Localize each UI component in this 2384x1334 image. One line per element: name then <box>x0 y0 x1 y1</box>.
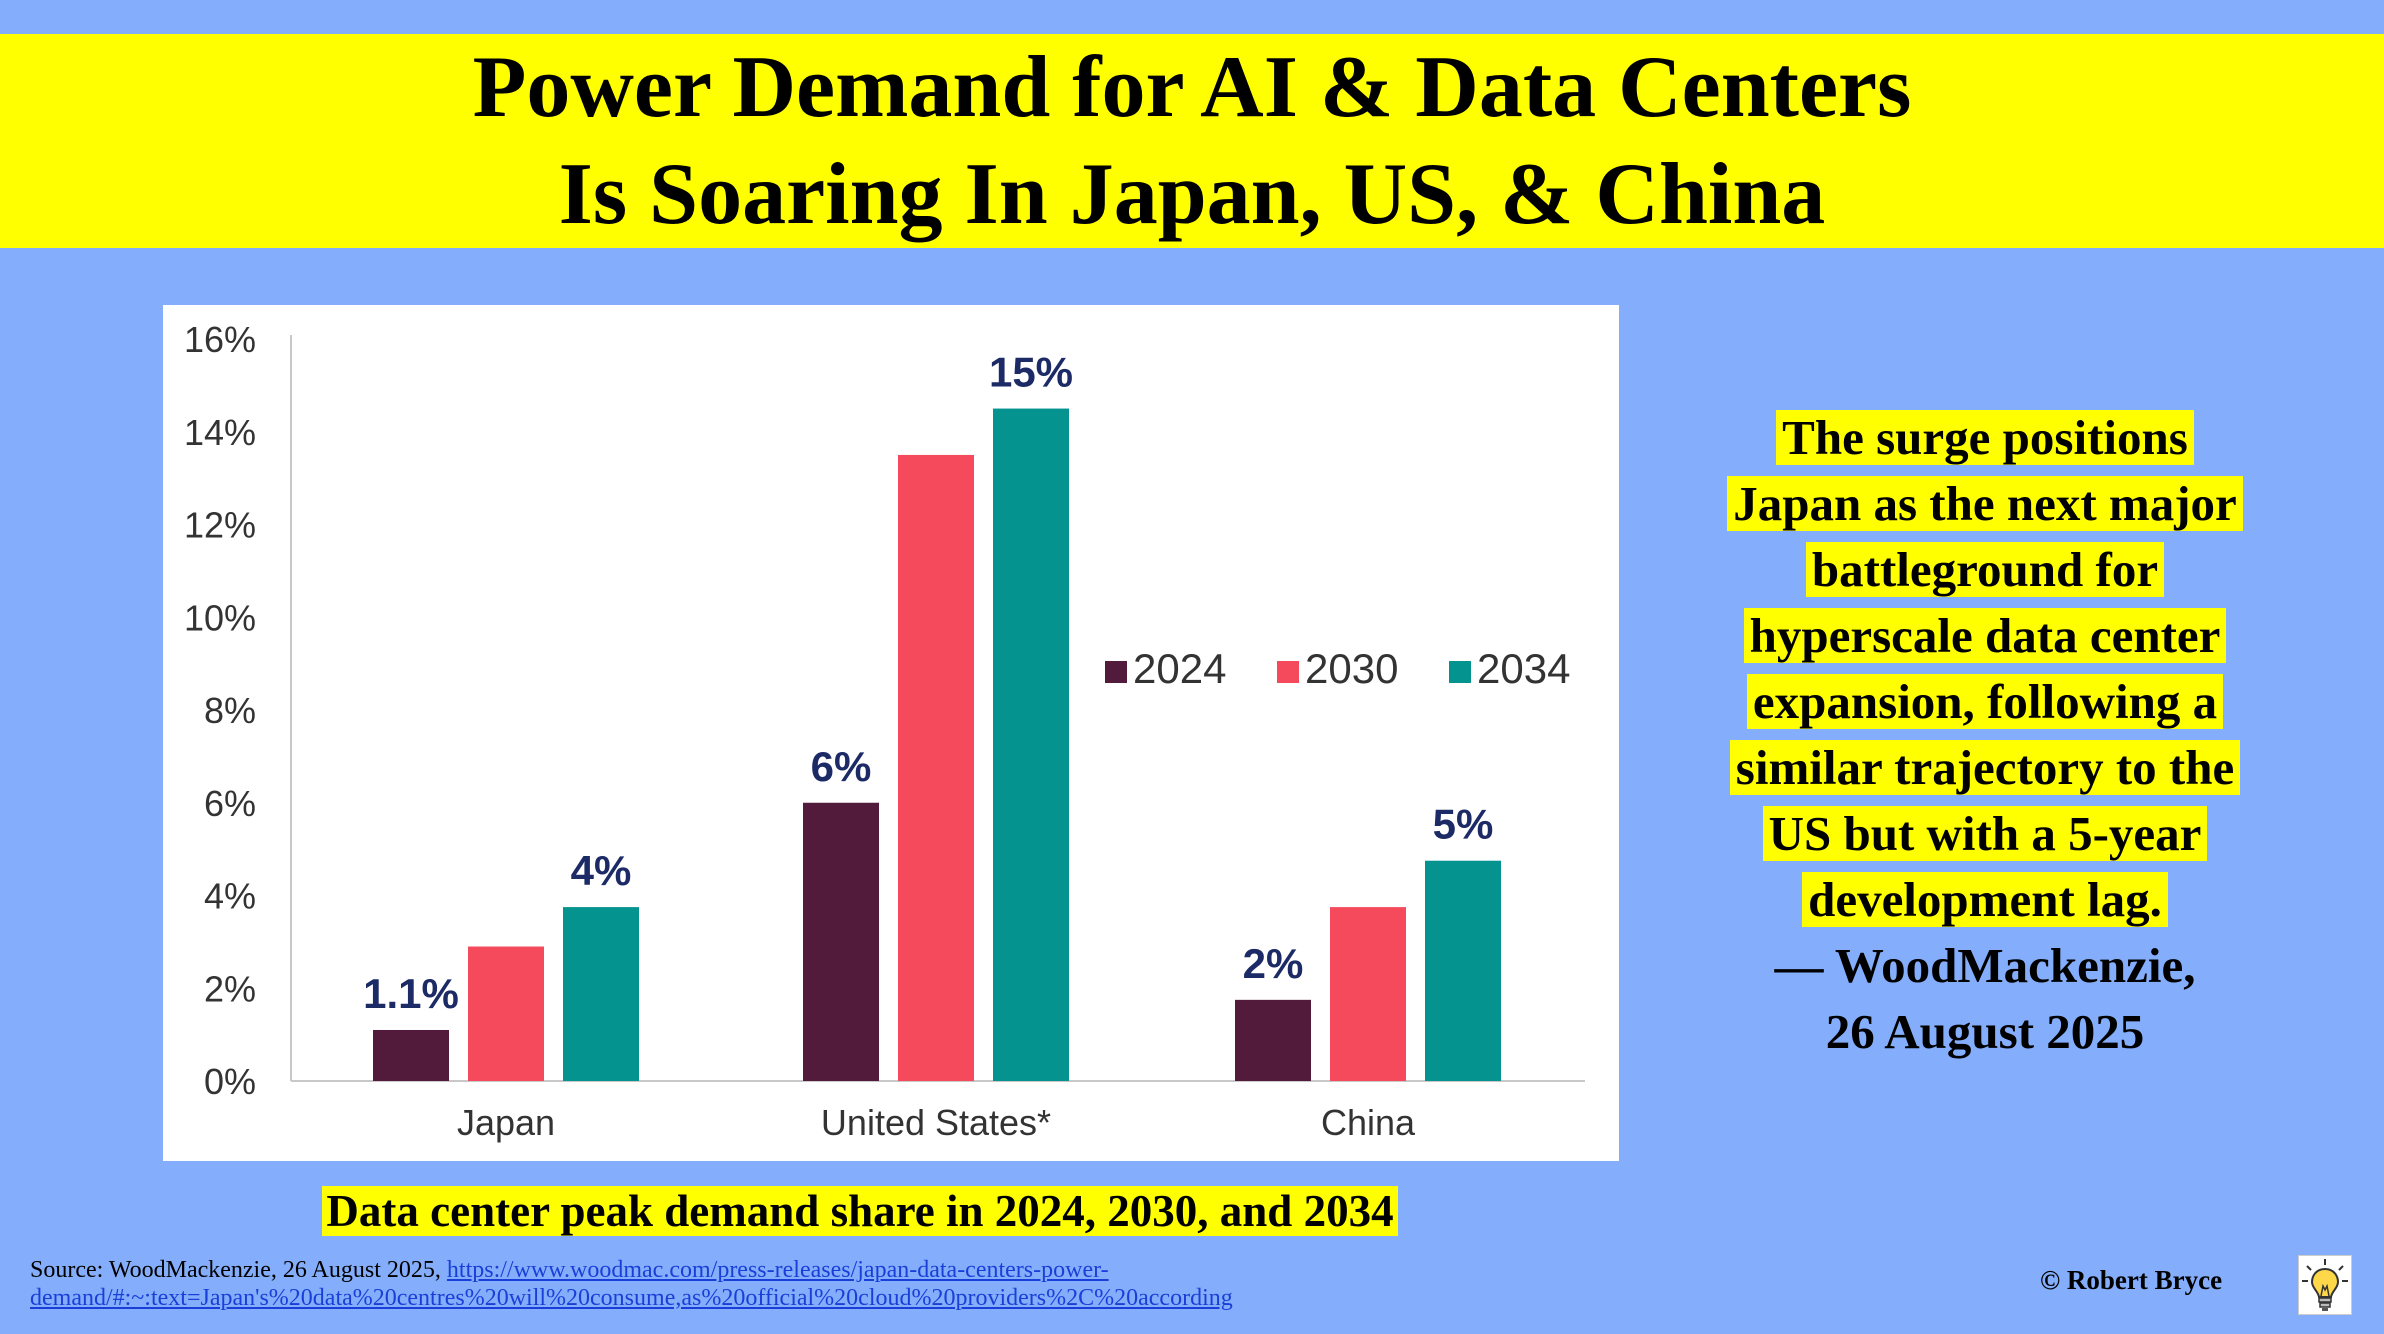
quote-line: development lag. <box>1802 872 2168 927</box>
y-tick-label: 12% <box>184 505 256 546</box>
quote-line: US but with a 5-year <box>1762 806 2208 861</box>
y-tick-label: 2% <box>204 968 256 1009</box>
title-line-2: Is Soaring In Japan, US, & China <box>554 146 1830 243</box>
legend-label: 2030 <box>1305 645 1398 692</box>
y-tick-label: 8% <box>204 690 256 731</box>
legend-swatch <box>1277 661 1299 683</box>
bar-2030 <box>468 946 544 1081</box>
data-label: 4% <box>571 847 632 894</box>
legend-swatch <box>1105 661 1127 683</box>
title-line-1: Power Demand for AI & Data Centers <box>468 39 1916 136</box>
data-label: 5% <box>1433 801 1494 848</box>
quote-block: The surge positions Japan as the next ma… <box>1665 405 2305 1065</box>
data-label: 2% <box>1243 940 1304 987</box>
x-category-label: United States* <box>821 1102 1051 1143</box>
slide-title: Power Demand for AI & Data Centers Is So… <box>0 34 2384 248</box>
source-url-line-1: https://www.woodmac.com/press-releases/j… <box>446 1257 1109 1283</box>
lightbulb-icon <box>2298 1255 2352 1315</box>
bar-2030 <box>1330 907 1406 1081</box>
source-url-line-2: demand/#:~:text=Japan's%20data%20centres… <box>30 1285 1233 1311</box>
data-label: 15% <box>989 349 1073 396</box>
y-tick-label: 4% <box>204 876 256 917</box>
quote-line: Japan as the next major <box>1727 476 2243 531</box>
copyright-notice: © Robert Bryce <box>2040 1265 2223 1295</box>
y-tick-label: 14% <box>184 412 256 453</box>
quote-text: The surge positions Japan as the next ma… <box>1665 405 2305 933</box>
source-note: Source: WoodMackenzie, 26 August 2025, h… <box>30 1256 1430 1312</box>
quote-line: similar trajectory to the <box>1729 740 2241 795</box>
quote-line: expansion, following a <box>1746 674 2224 729</box>
chart-panel: 0% 2% 4% 6% 8% 10% 12% 14% 16% Japan United States… <box>163 305 1619 1161</box>
y-tick-label: 16% <box>184 319 256 360</box>
y-tick-label: 0% <box>204 1061 256 1102</box>
y-tick-label: 10% <box>184 597 256 638</box>
quote-line: hyperscale data center <box>1743 608 2227 663</box>
quote-attribution-line-2: 26 August 2025 <box>1825 1004 2145 1059</box>
bar-2034 <box>1425 860 1501 1081</box>
legend-label: 2034 <box>1477 645 1570 692</box>
quote-line: battleground for <box>1805 542 2165 597</box>
x-category-label: China <box>1321 1102 1416 1143</box>
data-label: 1.1% <box>363 970 459 1017</box>
bar-2030 <box>898 454 974 1081</box>
bar-2034 <box>993 408 1069 1081</box>
quote-attribution-line-1: — WoodMackenzie, <box>1774 938 2196 993</box>
quote-line: The surge positions <box>1776 410 2194 465</box>
bar-2024 <box>803 802 879 1081</box>
data-label: 6% <box>811 743 872 790</box>
bar-chart: 0% 2% 4% 6% 8% 10% 12% 14% 16% Japan United States… <box>184 319 1585 1143</box>
legend-label: 2024 <box>1133 645 1226 692</box>
chart-caption-text: Data center peak demand share in 2024, 2… <box>322 1186 1398 1236</box>
bar-2024 <box>1235 999 1311 1081</box>
legend-swatch <box>1449 661 1471 683</box>
bar-2034 <box>563 907 639 1081</box>
bar-2024 <box>373 1029 449 1081</box>
chart-caption: Data center peak demand share in 2024, 2… <box>0 1183 1720 1239</box>
source-link[interactable]: https://www.woodmac.com/press-releases/j… <box>30 1257 1233 1311</box>
y-tick-label: 6% <box>204 783 256 824</box>
x-category-label: Japan <box>457 1102 555 1143</box>
source-prefix: Source: WoodMackenzie, 26 August 2025, <box>30 1257 447 1283</box>
